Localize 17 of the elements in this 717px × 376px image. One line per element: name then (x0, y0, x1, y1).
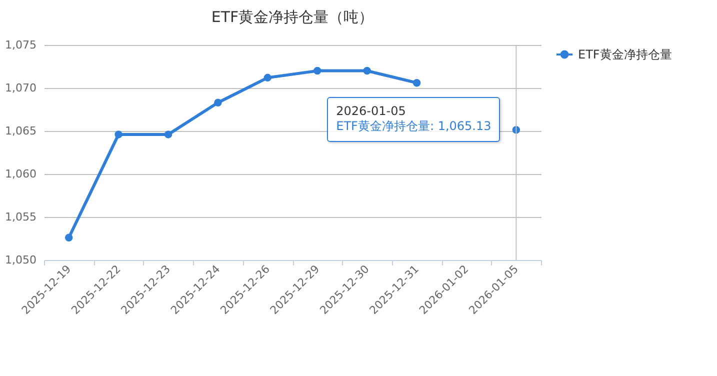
y-tick-label: 1,060 (5, 168, 36, 180)
y-tick-label: 1,050 (5, 254, 36, 266)
y-tick-label: 1,075 (5, 38, 36, 52)
annotation: 2026-01-05 ETF黄金净持仓量: 1,065.13 (336, 104, 492, 136)
point (164, 130, 172, 138)
point (412, 78, 421, 87)
chart-title: ETF黄金净持仓量（吨） (211, 8, 374, 26)
point (363, 66, 371, 75)
y-tick-label: 1,055 (5, 210, 36, 224)
y-tick-label: 1,070 (5, 82, 36, 94)
point (313, 66, 322, 75)
y-tick-label: 1,065 (5, 124, 36, 138)
point (214, 98, 222, 106)
point (264, 74, 272, 82)
legend-label: ETF黄金净持仓量 (578, 48, 672, 62)
point (64, 234, 73, 242)
point (114, 130, 122, 138)
